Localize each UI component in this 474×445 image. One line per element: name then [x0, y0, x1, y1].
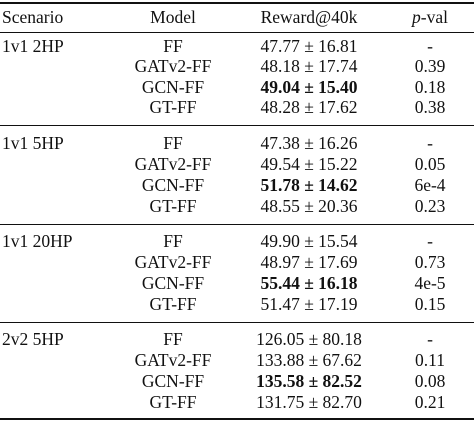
model-cell: GCN-FF	[141, 175, 205, 195]
reward-cell: 133.88 ± 67.62	[256, 350, 362, 370]
reward-cell: 49.90 ± 15.54	[260, 231, 358, 251]
model-cell: GCN-FF	[141, 371, 205, 391]
scenario-cell: 1v1 2HP	[2, 36, 64, 56]
pval-cell: 0.15	[414, 294, 446, 314]
scenario-cell: 1v1 20HP	[2, 231, 73, 251]
pval-cell: 0.73	[414, 252, 446, 272]
model-cell: FF	[163, 231, 183, 251]
bottom-rule	[0, 418, 474, 420]
model-cell: FF	[163, 329, 183, 349]
reward-cell: 126.05 ± 80.18	[256, 329, 362, 349]
model-cell: GT-FF	[149, 392, 197, 412]
table-row: GT-FF 131.75 ± 82.70 0.21	[0, 393, 474, 412]
pval-cell: 0.21	[414, 392, 446, 412]
table-row: 1v1 20HP FF 49.90 ± 15.54 -	[0, 232, 474, 251]
model-cell: GATv2-FF	[134, 252, 212, 272]
pval-cell: -	[427, 231, 433, 251]
header-rule	[0, 32, 474, 33]
pval-cell: 0.05	[414, 154, 446, 174]
header-pval-rest: -val	[420, 7, 448, 27]
reward-cell: 48.28 ± 17.62	[260, 97, 358, 117]
reward-cell-best: 135.58 ± 82.52	[256, 371, 362, 391]
reward-cell: 48.55 ± 20.36	[260, 196, 358, 216]
table-row: 1v1 5HP FF 47.38 ± 16.26 -	[0, 134, 474, 153]
pval-cell: 0.18	[414, 77, 446, 97]
pval-cell: 0.11	[415, 350, 445, 370]
reward-cell-best: 55.44 ± 16.18	[260, 273, 358, 293]
pval-cell: 6e-4	[414, 175, 446, 195]
table-row: GCN-FF 49.04 ± 15.40 0.18	[0, 78, 474, 97]
header-scenario: Scenario	[2, 7, 64, 27]
table-row: 1v1 2HP FF 47.77 ± 16.81 -	[0, 37, 474, 56]
table-row: GATv2-FF 48.97 ± 17.69 0.73	[0, 253, 474, 272]
header-row: Scenario Model Reward@40k p-val	[0, 8, 474, 27]
header-reward: Reward@40k	[260, 7, 358, 27]
model-cell: GATv2-FF	[134, 154, 212, 174]
reward-cell: 47.38 ± 16.26	[260, 133, 358, 153]
model-cell: GT-FF	[149, 97, 197, 117]
pval-cell: 0.23	[414, 196, 446, 216]
pval-cell: -	[427, 133, 433, 153]
reward-cell: 47.77 ± 16.81	[260, 36, 358, 56]
reward-cell: 49.54 ± 15.22	[260, 154, 358, 174]
group-rule	[0, 224, 474, 225]
header-pval: p-val	[386, 8, 474, 27]
reward-cell: 48.97 ± 17.69	[260, 252, 358, 272]
header-model: Model	[150, 7, 196, 27]
table-row: GT-FF 51.47 ± 17.19 0.15	[0, 295, 474, 314]
reward-cell-best: 51.78 ± 14.62	[260, 175, 358, 195]
pval-cell: 0.39	[414, 56, 446, 76]
pval-cell: -	[427, 36, 433, 56]
header-pval-p: p	[412, 7, 421, 27]
table-row: GATv2-FF 133.88 ± 67.62 0.11	[0, 351, 474, 370]
table-row: GATv2-FF 49.54 ± 15.22 0.05	[0, 155, 474, 174]
table-row: GT-FF 48.55 ± 20.36 0.23	[0, 197, 474, 216]
pval-cell: 0.08	[414, 371, 446, 391]
table-row: GATv2-FF 48.18 ± 17.74 0.39	[0, 57, 474, 76]
reward-cell: 51.47 ± 17.19	[260, 294, 358, 314]
model-cell: FF	[163, 36, 183, 56]
reward-cell-best: 49.04 ± 15.40	[260, 77, 358, 97]
table-row: GCN-FF 51.78 ± 14.62 6e-4	[0, 176, 474, 195]
top-rule	[0, 2, 474, 4]
group-rule	[0, 125, 474, 126]
group-rule	[0, 322, 474, 323]
model-cell: GT-FF	[149, 294, 197, 314]
scenario-cell: 2v2 5HP	[2, 329, 64, 349]
table-row: GCN-FF 135.58 ± 82.52 0.08	[0, 372, 474, 391]
reward-cell: 131.75 ± 82.70	[256, 392, 362, 412]
model-cell: GCN-FF	[141, 273, 205, 293]
model-cell: GT-FF	[149, 196, 197, 216]
pval-cell: 0.38	[414, 97, 446, 117]
pval-cell: -	[427, 329, 433, 349]
table-row: GT-FF 48.28 ± 17.62 0.38	[0, 98, 474, 117]
scenario-cell: 1v1 5HP	[2, 133, 64, 153]
model-cell: GATv2-FF	[134, 350, 212, 370]
pval-cell: 4e-5	[414, 273, 446, 293]
reward-cell: 48.18 ± 17.74	[260, 56, 358, 76]
model-cell: GATv2-FF	[134, 56, 212, 76]
model-cell: GCN-FF	[141, 77, 205, 97]
table-row: GCN-FF 55.44 ± 16.18 4e-5	[0, 274, 474, 293]
model-cell: FF	[163, 133, 183, 153]
table-row: 2v2 5HP FF 126.05 ± 80.18 -	[0, 330, 474, 349]
